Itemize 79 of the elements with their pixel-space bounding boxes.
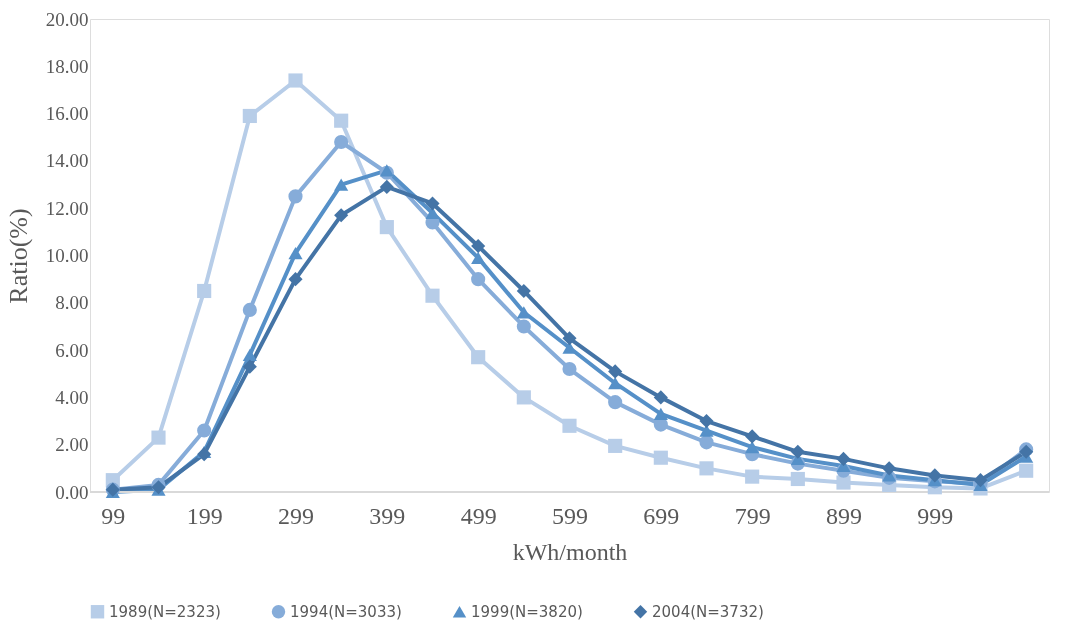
y-tick-label: 20.00 (45, 8, 89, 30)
point (197, 447, 212, 462)
point (242, 108, 257, 124)
y-tick-label: 0.00 (55, 481, 89, 503)
point (425, 288, 440, 303)
y-axis-title: Ratio(%) (3, 208, 33, 304)
x-tick-label: 99 (101, 502, 126, 529)
point (379, 179, 394, 194)
point (608, 395, 623, 410)
legend-label: 2004(N=3732) (652, 602, 764, 621)
point (471, 238, 486, 254)
point (562, 361, 577, 377)
point (516, 283, 531, 299)
point (699, 461, 714, 476)
point (151, 430, 166, 445)
point (836, 451, 851, 466)
point (790, 471, 805, 487)
x-tick-label: 699 (643, 502, 680, 529)
point (699, 424, 714, 437)
point (242, 302, 257, 317)
point (425, 196, 440, 211)
y-tick-label: 8.00 (55, 292, 89, 314)
point (608, 364, 623, 379)
point (288, 189, 303, 204)
x-tick-label: 299 (278, 502, 314, 529)
point (334, 134, 349, 150)
point (288, 272, 303, 287)
point (471, 251, 486, 264)
x-tick-label: 799 (734, 502, 771, 529)
point (334, 113, 349, 128)
point (745, 429, 760, 444)
legend-label: 1999(N=3820) (471, 602, 583, 621)
point (471, 272, 486, 287)
y-tick-label: 4.00 (55, 386, 89, 408)
point (334, 208, 349, 223)
point (471, 350, 486, 365)
point (745, 469, 760, 484)
x-tick-label: 199 (186, 502, 223, 529)
point (653, 390, 668, 405)
point (745, 440, 760, 454)
point (653, 450, 668, 465)
point (562, 331, 577, 346)
point (197, 283, 212, 299)
point (379, 220, 394, 235)
point (288, 73, 303, 88)
y-tick-label: 12.00 (45, 197, 89, 219)
point (699, 413, 714, 429)
point (562, 418, 577, 433)
x-tick-label: 999 (917, 502, 954, 529)
point (790, 444, 805, 459)
point (608, 377, 623, 390)
y-tick-label: 2.00 (55, 434, 89, 456)
x-tick-label: 399 (369, 502, 406, 529)
point (288, 247, 303, 260)
point (608, 438, 623, 453)
x-tick-label: 599 (552, 502, 588, 529)
point (516, 306, 531, 319)
x-axis-title: kWh/month (512, 538, 628, 565)
point (197, 423, 212, 438)
point (836, 475, 851, 490)
point (516, 390, 531, 405)
y-tick-label: 10.00 (45, 245, 89, 266)
x-tick-label: 899 (826, 502, 862, 529)
legend-label: 1989(N=2323) (109, 602, 221, 621)
point (334, 178, 349, 191)
y-tick-label: 14.00 (45, 150, 89, 172)
point (516, 319, 531, 334)
point (242, 348, 257, 361)
point (653, 407, 668, 421)
x-tick-label: 499 (460, 502, 497, 529)
y-tick-label: 16.00 (45, 103, 89, 125)
point (927, 468, 942, 483)
y-tick-label: 18.00 (45, 55, 89, 77)
point (1019, 463, 1034, 478)
point (882, 461, 897, 476)
legend-label: 1994(N=3033) (290, 602, 402, 621)
point (242, 359, 257, 374)
y-tick-label: 6.00 (55, 339, 89, 361)
point (699, 435, 714, 450)
